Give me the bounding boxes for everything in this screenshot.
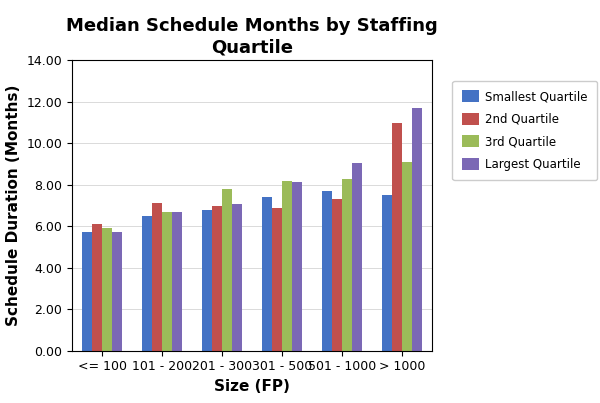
X-axis label: Size (FP): Size (FP) [214, 379, 290, 394]
Bar [382, 195, 392, 351]
Bar [352, 163, 362, 351]
Bar [102, 229, 112, 351]
Bar [332, 199, 342, 351]
Bar [92, 224, 102, 351]
Bar [282, 181, 292, 351]
Bar [172, 212, 182, 351]
Bar [272, 208, 282, 351]
Bar [222, 189, 232, 351]
Bar [402, 162, 412, 351]
Bar [142, 216, 152, 351]
Bar [262, 197, 272, 351]
Bar [322, 191, 332, 351]
Bar [342, 179, 352, 351]
Bar [162, 212, 172, 351]
Bar [112, 233, 122, 351]
Bar [412, 108, 422, 351]
Title: Median Schedule Months by Staffing
Quartile: Median Schedule Months by Staffing Quart… [66, 17, 438, 56]
Bar [202, 210, 212, 351]
Legend: Smallest Quartile, 2nd Quartile, 3rd Quartile, Largest Quartile: Smallest Quartile, 2nd Quartile, 3rd Qua… [452, 81, 598, 180]
Bar [292, 182, 302, 351]
Bar [152, 204, 162, 351]
Bar [82, 233, 92, 351]
Bar [232, 204, 242, 351]
Bar [392, 123, 402, 351]
Y-axis label: Schedule Duration (Months): Schedule Duration (Months) [6, 85, 21, 326]
Bar [212, 206, 222, 351]
